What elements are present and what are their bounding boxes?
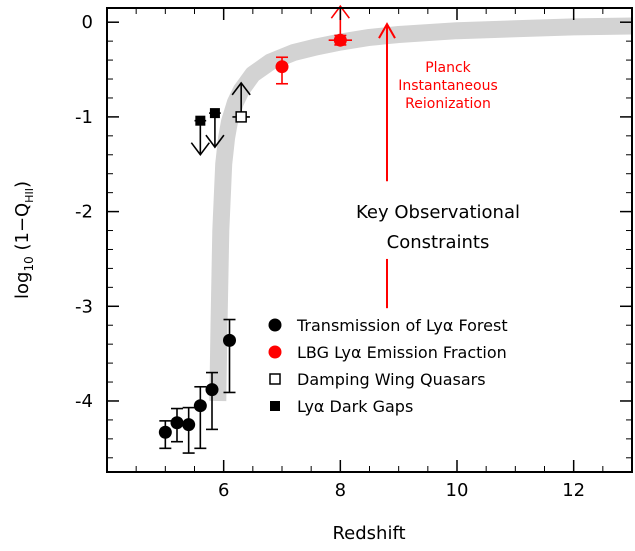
data-point — [158, 425, 172, 439]
y-tick-label: -2 — [75, 202, 93, 223]
legend-marker — [270, 401, 280, 411]
series-1 — [275, 4, 352, 85]
legend-label: Damping Wing Quasars — [297, 370, 486, 389]
data-point — [275, 60, 289, 74]
legend-marker — [268, 345, 282, 359]
legend-item: Damping Wing Quasars — [269, 370, 486, 389]
data-point — [223, 333, 236, 347]
legend-label: Transmission of Lyα Forest — [296, 316, 508, 335]
series-2 — [231, 81, 251, 123]
y-tick-label: 0 — [82, 12, 93, 33]
x-tick-label: 10 — [446, 480, 469, 501]
key-line-1: Key Observational — [356, 202, 520, 223]
y-tick-label: -3 — [75, 296, 93, 317]
y-tick-label: -1 — [75, 107, 93, 128]
limit-arrow-head — [231, 81, 251, 96]
data-point — [235, 111, 247, 123]
data-point — [205, 383, 219, 397]
legend-label: Lyα Dark Gaps — [297, 397, 413, 416]
key-line-2: Constraints — [387, 232, 490, 253]
series-0 — [158, 318, 236, 454]
legend: Transmission of Lyα Forest LBG Lyα Emissi… — [268, 316, 508, 416]
legend-item: LBG Lyα Emission Fraction — [268, 343, 507, 362]
y-axis-label: log10 (1−QHII) — [12, 181, 36, 299]
legend-item: Lyα Dark Gaps — [270, 397, 413, 416]
x-tick-label: 8 — [335, 480, 346, 501]
planck-line-1: Planck — [425, 60, 471, 76]
x-axis-label: Redshift — [332, 523, 405, 544]
planck-arrow-head — [378, 22, 396, 39]
planck-line-3: Reionization — [405, 96, 491, 112]
legend-marker — [268, 318, 282, 332]
x-tick-label: 6 — [218, 480, 229, 501]
legend-item: Transmission of Lyα Forest — [268, 316, 508, 335]
planck-line-2: Instantaneous — [398, 78, 498, 94]
data-point — [170, 416, 184, 430]
limit-arrow-head — [190, 142, 210, 157]
y-tick-label: -4 — [75, 391, 93, 412]
data-point — [182, 418, 196, 432]
svg-text:log10 (1−QHII): log10 (1−QHII) — [12, 181, 36, 299]
legend-marker — [269, 373, 281, 385]
limit-arrow-head — [205, 134, 225, 149]
planck-annotation: Planck Instantaneous Reionization — [398, 60, 498, 112]
reionization-model-band — [209, 17, 632, 402]
plot-area — [158, 4, 632, 454]
data-point — [333, 33, 347, 47]
x-tick-label: 12 — [562, 480, 585, 501]
limit-arrow-head — [330, 4, 350, 19]
legend-label: LBG Lyα Emission Fraction — [297, 343, 507, 362]
key-constraints-annotation: Key Observational Constraints — [356, 202, 520, 253]
axis-ticks: 6 8 10 12 0 -1 -2 -3 -4 — [75, 8, 633, 501]
data-point — [195, 115, 206, 126]
data-point — [193, 399, 207, 413]
data-point — [209, 108, 220, 119]
series-3 — [190, 108, 225, 157]
